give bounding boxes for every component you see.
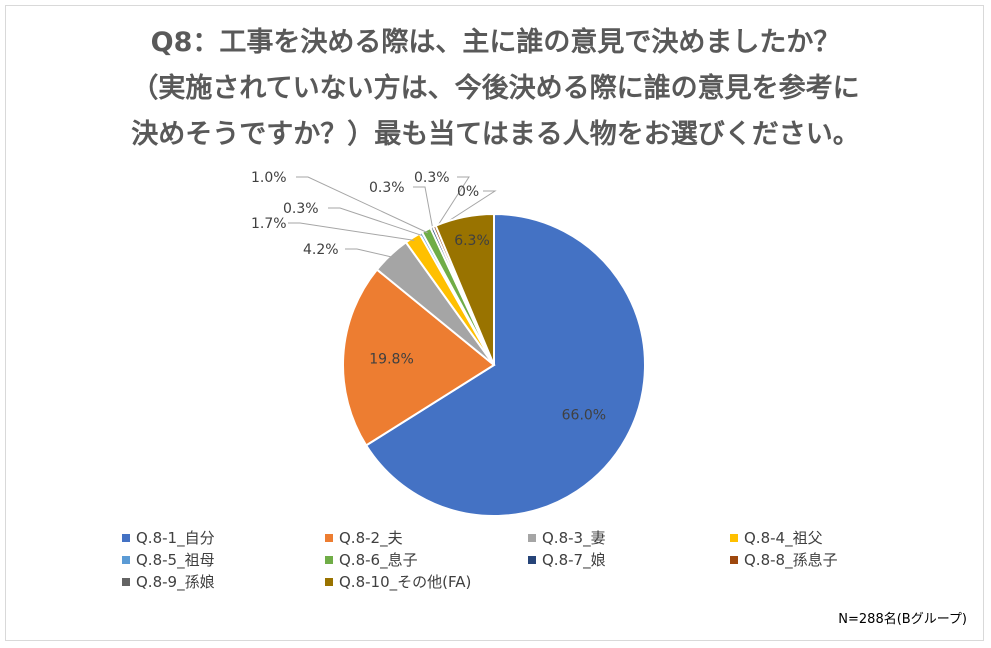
leader-line-slice-4 (288, 222, 415, 241)
leader-line-slice-6 (296, 176, 428, 234)
legend-item-7: Q.8-7_娘 (528, 549, 606, 570)
legend-item-2: Q.8-2_夫 (325, 527, 403, 548)
legend-label: Q.8-3_妻 (542, 529, 606, 547)
pie-slice-2 (342, 268, 496, 447)
data-label-slice-1: 66.0% (562, 408, 606, 424)
data-label-slice-5: 0.3% (283, 201, 319, 217)
legend-swatch (325, 533, 333, 542)
chart-title-line-1: Q8：工事を決める際は、主に誰の意見で決めましたか？ (150, 27, 841, 58)
legend-label: Q.8-4_祖父 (744, 529, 823, 547)
leader-line-slice-3 (345, 248, 393, 258)
legend-label: Q.8-1_自分 (136, 529, 215, 547)
legend-item-9: Q.8-9_孫娘 (122, 571, 215, 592)
chart-title-line-3: 決めそうですか？）最も当てはまる人物をお選びください。 (131, 119, 860, 150)
chart-title-line-2: （実施されていない方は、今後決める際に誰の意見を参考に (131, 73, 860, 104)
legend-label: Q.8-6_息子 (339, 551, 418, 569)
data-label-slice-9: 0% (457, 184, 479, 200)
legend-label: Q.8-10_その他(FA) (339, 573, 472, 591)
pie-slice-10 (434, 212, 495, 366)
legend-swatch (528, 533, 536, 542)
legend-item-4: Q.8-4_祖父 (730, 527, 823, 548)
legend-item-5: Q.8-5_祖母 (122, 549, 215, 570)
legend-swatch (730, 533, 738, 542)
legend-swatch (325, 577, 333, 586)
leader-line-slice-7 (413, 186, 434, 231)
data-label-slice-4: 1.7% (251, 216, 287, 232)
legend-item-10: Q.8-10_その他(FA) (325, 571, 471, 592)
legend-swatch (122, 555, 130, 564)
legend-item-8: Q.8-8_孫息子 (730, 549, 838, 570)
data-label-slice-8: 0.3% (414, 170, 450, 186)
leader-line-slice-9 (436, 190, 497, 229)
legend-swatch (122, 577, 130, 586)
legend-swatch (730, 555, 738, 564)
sample-size-note: N=288名(Bグループ) (838, 612, 967, 627)
legend-item-6: Q.8-6_息子 (325, 549, 418, 570)
legend-swatch (325, 555, 333, 564)
legend-label: Q.8-5_祖母 (136, 551, 215, 569)
legend-label: Q.8-8_孫息子 (744, 551, 838, 569)
legend-label: Q.8-2_夫 (339, 529, 403, 547)
legend-label: Q.8-9_孫娘 (136, 573, 215, 591)
data-label-slice-2: 19.8% (369, 352, 413, 368)
data-label-slice-7: 0.3% (369, 180, 405, 196)
pie-slice-1 (364, 212, 646, 517)
legend-item-3: Q.8-3_妻 (528, 527, 606, 548)
legend-swatch (528, 555, 536, 564)
legend-label: Q.8-7_娘 (542, 551, 606, 569)
legend-swatch (122, 533, 130, 542)
data-label-slice-10: 6.3% (454, 233, 490, 249)
legend-item-1: Q.8-1_自分 (122, 527, 215, 548)
data-label-slice-6: 1.0% (251, 170, 287, 186)
leader-line-slice-8 (435, 176, 470, 230)
data-label-slice-3: 4.2% (303, 242, 339, 258)
leader-line-slice-5 (328, 207, 423, 237)
